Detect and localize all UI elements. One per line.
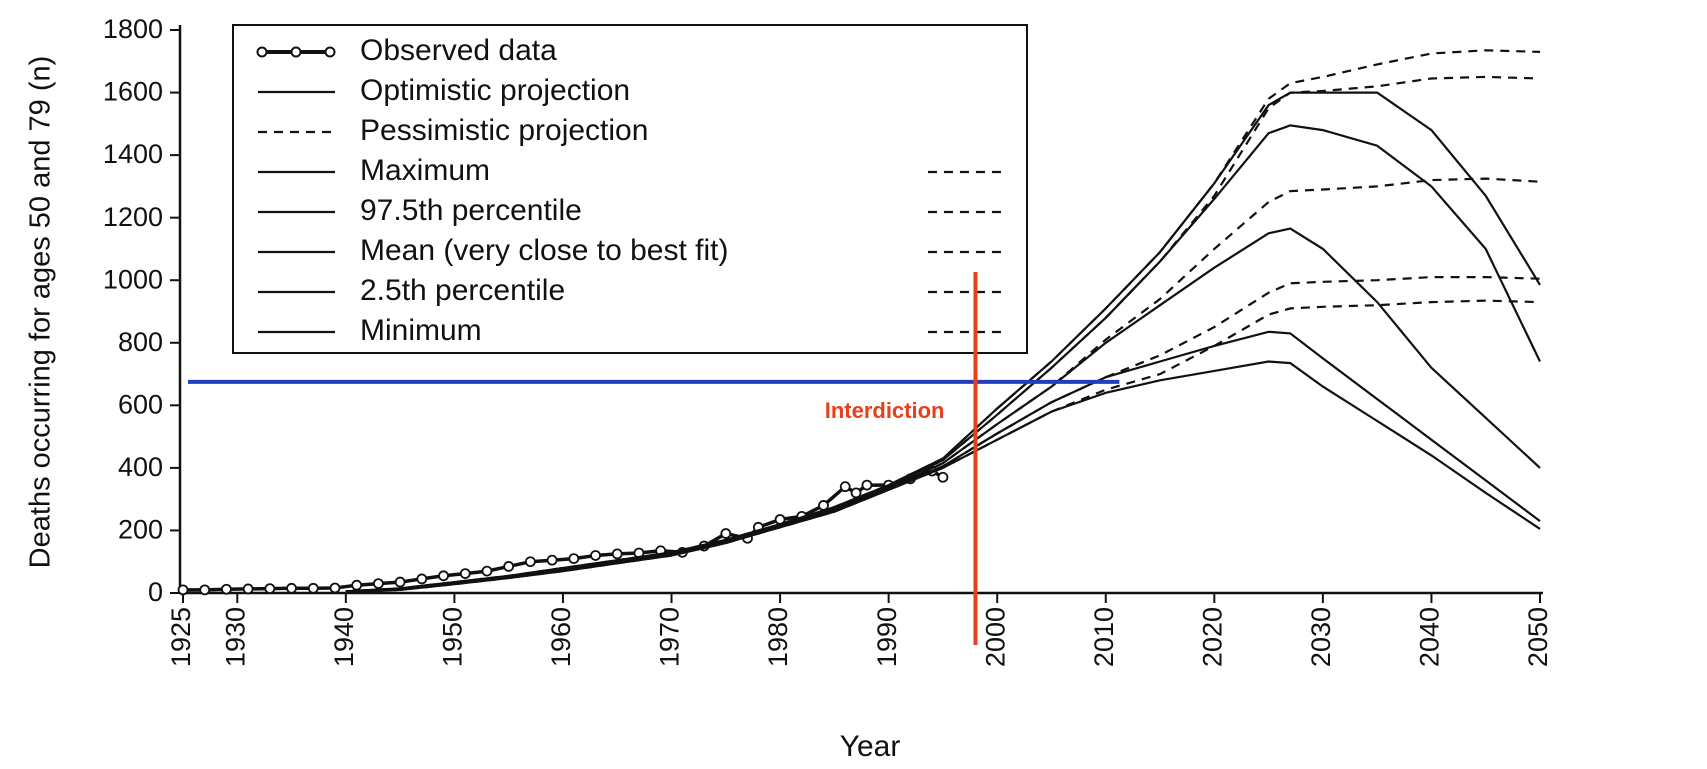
x-tick-label: 2020 <box>1197 607 1227 667</box>
legend-marker <box>256 46 268 58</box>
legend-label: Maximum <box>360 154 490 187</box>
observed-point <box>611 548 623 560</box>
y-tick-label: 1800 <box>103 14 163 44</box>
observed-point <box>568 553 580 564</box>
observed-point <box>286 582 297 594</box>
observed-point <box>351 579 363 591</box>
legend-label: Mean (very close to best fit) <box>360 234 728 267</box>
x-tick-label: 1940 <box>329 607 359 667</box>
x-tick-label: 2040 <box>1415 607 1445 667</box>
legend: Observed data Optimistic projection Pessim… <box>232 24 1028 354</box>
x-tick-label: 1970 <box>655 607 685 667</box>
observed-point <box>438 570 449 582</box>
observed-point <box>590 550 601 561</box>
legend-label: Observed data <box>360 34 557 67</box>
x-tick-label: 1925 <box>166 607 196 667</box>
observed-point <box>524 556 536 568</box>
x-tick-label: 1950 <box>438 607 468 667</box>
observed-point <box>307 582 319 594</box>
legend-marker <box>324 46 336 58</box>
y-tick-label: 1000 <box>103 264 163 294</box>
y-tick-label: 200 <box>118 515 163 545</box>
observed-point <box>329 582 341 594</box>
y-tick-label: 1200 <box>103 202 163 232</box>
observed-point <box>503 561 515 572</box>
x-tick-label: 1980 <box>763 607 793 667</box>
y-tick-label: 800 <box>118 327 163 357</box>
observed-point <box>242 583 254 595</box>
legend-label: Pessimistic projection <box>360 114 648 147</box>
observed-point <box>177 584 189 596</box>
legend-marker <box>290 46 302 58</box>
observed-point <box>199 584 211 596</box>
legend-box <box>232 24 1028 354</box>
observed-point <box>481 565 493 577</box>
legend-label: Minimum <box>360 314 482 347</box>
legend-label: 97.5th percentile <box>360 194 582 227</box>
x-tick-label: 1930 <box>220 607 250 667</box>
observed-point <box>937 471 949 483</box>
observed-point <box>264 583 276 595</box>
legend-label: Optimistic projection <box>360 74 630 107</box>
y-tick-label: 0 <box>148 577 163 607</box>
x-axis-title: Year <box>840 730 901 763</box>
observed-point <box>546 554 558 566</box>
projection-line <box>345 299 1541 594</box>
x-tick-label: 2010 <box>1089 607 1119 667</box>
y-tick-label: 1400 <box>103 139 163 169</box>
y-axis-title: Deaths occurring for ages 50 and 79 (n) <box>25 56 57 569</box>
y-tick-label: 1600 <box>103 77 163 107</box>
observed-point <box>416 573 428 585</box>
x-tick-label: 1990 <box>872 607 902 667</box>
x-tick-label: 2050 <box>1523 607 1553 667</box>
observed-point <box>394 576 406 588</box>
observed-point <box>221 583 232 595</box>
observed-point <box>459 568 471 580</box>
y-tick-label: 600 <box>118 389 163 419</box>
x-tick-label: 1960 <box>546 607 576 667</box>
observed-point <box>861 479 873 491</box>
observed-point <box>720 528 732 539</box>
x-tick-label: 2000 <box>980 607 1010 667</box>
observed-point <box>839 481 851 493</box>
legend-label: 2.5th percentile <box>360 274 565 307</box>
x-tick-label: 2030 <box>1306 607 1336 667</box>
annotation: Interdiction <box>825 398 945 423</box>
y-tick-label: 400 <box>118 452 163 482</box>
observed-point <box>373 578 384 590</box>
